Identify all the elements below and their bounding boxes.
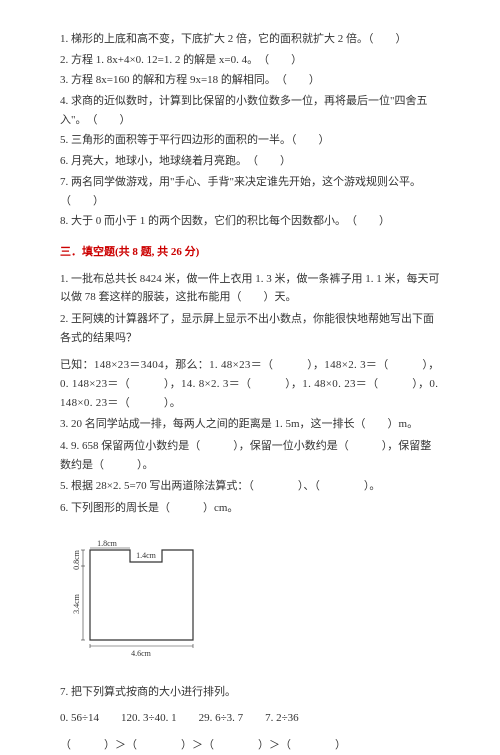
compare-brackets-row: （ ）＞（ ）＞（ ）＞（ ）	[60, 736, 440, 755]
compare-expressions: 0. 56÷14 120. 3÷40. 1 29. 6÷3. 7 7. 2÷36…	[60, 709, 440, 754]
judge-q8: 8. 大于 0 而小于 1 的两个因数，它们的积比每个因数都小。 （ ）	[60, 212, 440, 231]
fill-q4: 4. 9. 658 保留两位小数约是（ ），保留一位小数约是（ ），保留整数约是…	[60, 437, 440, 474]
label-top-left: 1.8cm	[97, 539, 118, 548]
label-left-upper: 0.8cm	[72, 549, 81, 570]
compare-item-c: 29. 6÷3. 7	[199, 709, 244, 728]
fill-q3: 3. 20 名同学站成一排，每两人之间的距离是 1. 5m，这一排长（ ）m。	[60, 415, 440, 434]
judge-q2: 2. 方程 1. 8x+4×0. 12=1. 2 的解是 x=0. 4。 （ ）	[60, 51, 440, 70]
judge-q4: 4. 求商的近似数时，计算到比保留的小数位数多一位，再将最后一位"四舍五入"。 …	[60, 92, 440, 129]
fill-q1: 1. 一批布总共长 8424 米，做一件上衣用 1. 3 米，做一条裤子用 1.…	[60, 270, 440, 307]
fill-q2: 2. 王阿姨的计算器坏了，显示屏上显示不出小数点，你能很快地帮她写出下面各式的结…	[60, 310, 440, 347]
judge-q1: 1. 梯形的上底和高不变，下底扩大 2 倍，它的面积就扩大 2 倍。（ ）	[60, 30, 440, 49]
compare-item-d: 7. 2÷36	[265, 709, 299, 728]
judge-q5: 5. 三角形的面积等于平行四边形的面积的一半。（ ）	[60, 131, 440, 150]
judge-q3: 3. 方程 8x=160 的解和方程 9x=18 的解相同。 （ ）	[60, 71, 440, 90]
shape-outline	[90, 550, 193, 640]
judge-q7: 7. 两名同学做游戏，用"手心、手背"来决定谁先开始，这个游戏规则公平。（ ）	[60, 173, 440, 210]
fill-q5: 5. 根据 28×2. 5=70 写出两道除法算式：（ ）、（ ）。	[60, 477, 440, 496]
section-title-fill: 三．填空题(共 8 题, 共 26 分)	[60, 243, 440, 262]
perimeter-figure: 1.8cm 1.4cm 0.8cm 3.4cm 4.6cm	[65, 532, 440, 669]
fill-q7: 7. 把下列算式按商的大小进行排列。	[60, 683, 440, 702]
fill-q2-given: 已知：148×23＝3404，那么：1. 48×23＝（ ），148×2. 3＝…	[60, 356, 440, 412]
compare-item-b: 120. 3÷40. 1	[121, 709, 177, 728]
label-left-h: 3.4cm	[72, 593, 81, 614]
compare-item-a: 0. 56÷14	[60, 709, 99, 728]
label-bottom: 4.6cm	[131, 649, 152, 658]
fill-q6: 6. 下列图形的周长是（ ）cm。	[60, 499, 440, 518]
label-notch: 1.4cm	[136, 551, 157, 560]
judge-q6: 6. 月亮大，地球小，地球绕着月亮跑。 （ ）	[60, 152, 440, 171]
